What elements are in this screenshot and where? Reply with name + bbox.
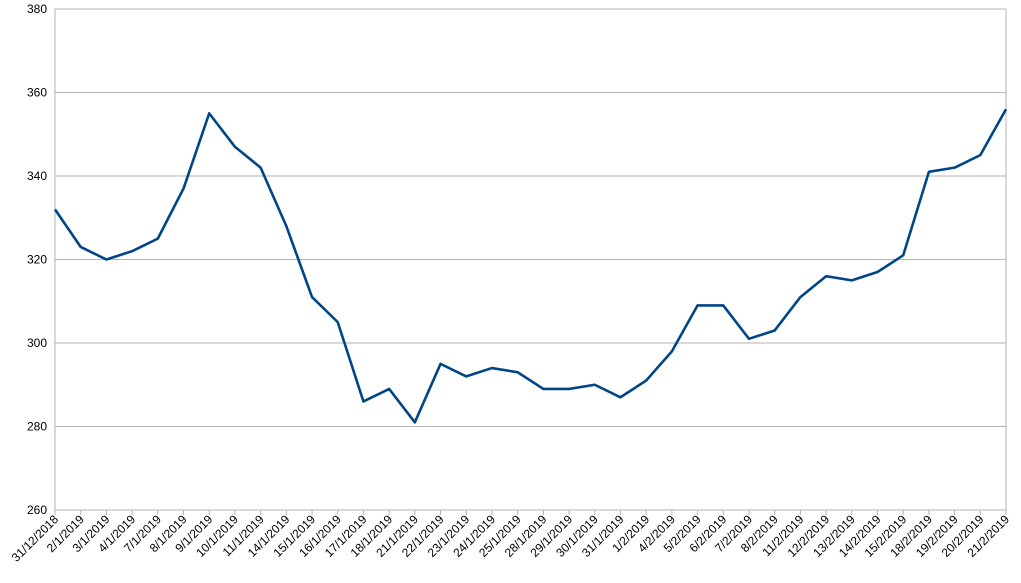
y-tick-label: 280: [27, 420, 47, 434]
y-tick-label: 380: [27, 2, 47, 16]
y-tick-label: 320: [27, 253, 47, 267]
y-tick-label: 260: [27, 503, 47, 517]
y-tick-label: 360: [27, 86, 47, 100]
data-line: [53, 108, 1008, 424]
y-tick-label: 300: [27, 336, 47, 350]
y-tick-label: 340: [27, 169, 47, 183]
